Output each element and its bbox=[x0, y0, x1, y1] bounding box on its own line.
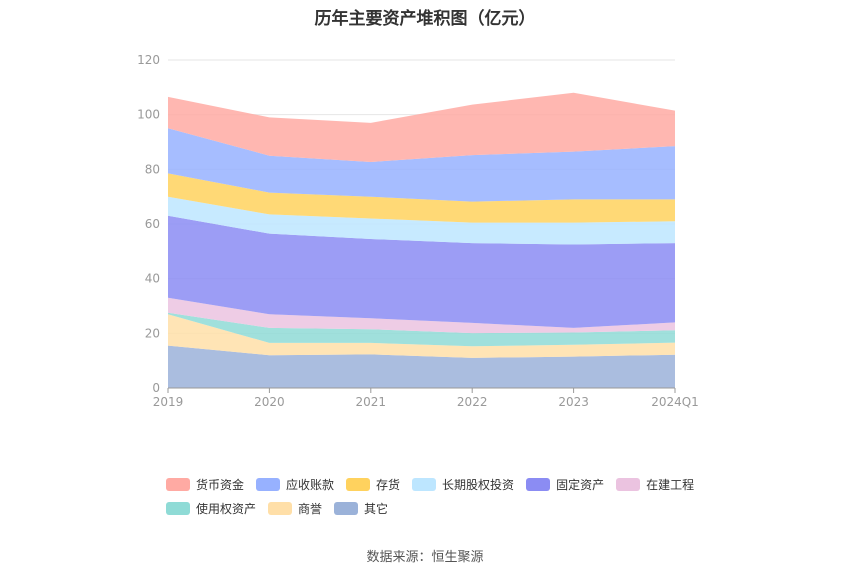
legend-item[interactable]: 货币资金 bbox=[166, 476, 244, 493]
legend-swatch bbox=[334, 501, 359, 515]
legend-label: 存货 bbox=[376, 477, 401, 492]
legend-item[interactable]: 固定资产 bbox=[526, 476, 604, 493]
legend-swatch bbox=[166, 501, 190, 515]
legend-label: 应收账款 bbox=[286, 477, 335, 492]
legend-swatch bbox=[412, 477, 437, 491]
x-tick-label: 2024Q1 bbox=[651, 395, 699, 409]
series-areas bbox=[168, 92, 675, 388]
legend-swatch bbox=[256, 477, 281, 491]
legend-item[interactable]: 使用权资产 bbox=[166, 500, 256, 517]
stacked-area-chart: 0 20 40 60 80 100 120 2019 2020 2021 2022 2023 2024… bbox=[137, 53, 699, 409]
legend-row: 使用权资产 商誉 其它 bbox=[166, 496, 726, 520]
legend-swatch bbox=[268, 501, 293, 515]
area-应收账款 bbox=[168, 128, 675, 202]
area-长期股权投资 bbox=[168, 196, 675, 245]
y-tick-label: 100 bbox=[137, 108, 160, 122]
legend-swatch bbox=[526, 477, 551, 491]
y-axis-ticks: 0 20 40 60 80 100 120 bbox=[137, 53, 160, 395]
x-tick-label: 2022 bbox=[457, 395, 488, 409]
area-使用权资产 bbox=[168, 312, 675, 347]
legend-label: 长期股权投资 bbox=[442, 477, 515, 492]
y-tick-label: 60 bbox=[145, 217, 160, 231]
y-tick-label: 20 bbox=[145, 326, 160, 340]
y-tick-label: 0 bbox=[152, 381, 160, 395]
area-商誉 bbox=[168, 314, 675, 358]
legend-item[interactable]: 存货 bbox=[346, 476, 400, 493]
legend-item[interactable]: 商誉 bbox=[268, 500, 322, 517]
data-source: 数据来源：恒生聚源 bbox=[366, 550, 484, 565]
x-tick-label: 2021 bbox=[356, 395, 387, 409]
legend: 货币资金 应收账款 存货 长期股权投资 固定资产 在建工程 使用权资产 商誉 其它 bbox=[166, 472, 726, 520]
area-在建工程 bbox=[168, 297, 675, 334]
area-固定资产 bbox=[168, 215, 675, 328]
legend-item[interactable]: 长期股权投资 bbox=[412, 476, 514, 493]
x-axis: 2019 2020 2021 2022 2023 2024Q1 bbox=[153, 387, 699, 409]
legend-item[interactable]: 应收账款 bbox=[256, 476, 334, 493]
legend-row: 货币资金 应收账款 存货 长期股权投资 固定资产 在建工程 bbox=[166, 472, 726, 496]
legend-swatch bbox=[616, 477, 641, 491]
y-tick-label: 40 bbox=[145, 272, 160, 286]
legend-label: 货币资金 bbox=[196, 477, 245, 492]
x-tick-label: 2023 bbox=[558, 395, 589, 409]
legend-item[interactable]: 其它 bbox=[334, 500, 388, 517]
legend-label: 在建工程 bbox=[646, 477, 695, 492]
legend-swatch bbox=[346, 477, 371, 491]
legend-item[interactable]: 在建工程 bbox=[616, 476, 694, 493]
y-tick-label: 80 bbox=[145, 162, 160, 176]
chart-title: 历年主要资产堆积图（亿元） bbox=[314, 9, 536, 29]
x-tick-label: 2019 bbox=[153, 395, 184, 409]
legend-label: 固定资产 bbox=[556, 477, 605, 492]
y-tick-label: 120 bbox=[137, 53, 160, 67]
legend-label: 商誉 bbox=[298, 501, 323, 516]
x-tick-label: 2020 bbox=[254, 395, 285, 409]
legend-label: 使用权资产 bbox=[196, 501, 257, 516]
legend-label: 其它 bbox=[364, 501, 389, 516]
area-存货 bbox=[168, 173, 675, 223]
area-其它 bbox=[168, 345, 675, 388]
area-货币资金 bbox=[168, 92, 675, 162]
legend-swatch bbox=[166, 477, 190, 491]
